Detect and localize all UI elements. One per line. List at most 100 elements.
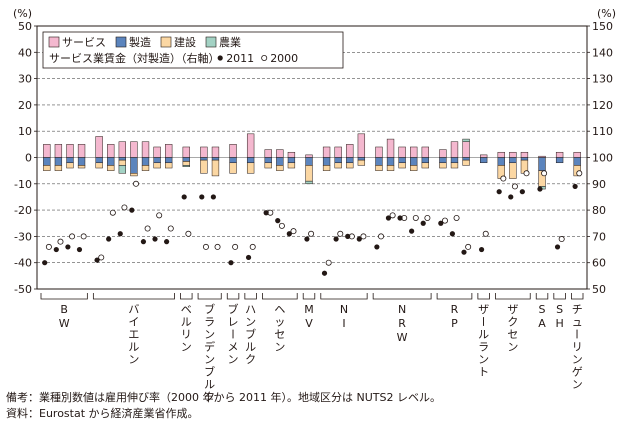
right-tick-label: 90 [592, 178, 606, 191]
legend-swatch [115, 36, 127, 48]
bar-建設 [386, 165, 395, 171]
bar-製造 [322, 157, 331, 166]
bar-建設 [375, 165, 383, 171]
bar-サービス [141, 141, 150, 158]
left-axis-unit: (%) [13, 7, 32, 20]
bar-建設 [421, 162, 429, 169]
marker-2000 [482, 230, 489, 237]
legend-label: 農業 [219, 35, 241, 49]
bar-サービス [130, 141, 138, 158]
group-label: ン [204, 353, 215, 366]
group-label: ザ [478, 303, 489, 316]
bar-建設 [346, 162, 354, 169]
marker-2000 [133, 180, 140, 187]
marker-2011 [140, 239, 147, 245]
marker-2000 [249, 243, 256, 250]
group-bracket [244, 293, 257, 300]
marker-2011 [94, 257, 100, 263]
bar-農業 [118, 165, 126, 174]
bar-製造 [509, 157, 517, 164]
legend-2011-marker [217, 55, 223, 61]
bar-製造 [246, 157, 255, 164]
marker-2011 [345, 233, 351, 239]
group-bracket [40, 293, 88, 300]
marker-2011 [478, 246, 485, 253]
left-tick-label: 50 [18, 20, 32, 33]
marker-2000 [337, 230, 344, 237]
bar-製造 [77, 157, 86, 166]
bar-農業 [462, 138, 470, 142]
marker-2000 [360, 233, 367, 240]
left-tick-label: -10 [14, 178, 32, 191]
marker-2011 [106, 236, 112, 242]
bar-建設 [287, 162, 296, 169]
marker-2011 [572, 183, 578, 190]
group-label: チ [572, 303, 583, 316]
right-tick-label: 80 [592, 204, 606, 217]
bar-建設 [450, 162, 459, 169]
bar-製造 [421, 157, 429, 164]
group-label: ク [204, 391, 215, 404]
bar-サービス [480, 154, 488, 158]
marker-2011 [409, 228, 415, 234]
group-label: ク [245, 353, 256, 366]
bar-サービス [410, 146, 418, 158]
legend-label: 建設 [174, 35, 196, 49]
bar-サービス [555, 151, 564, 158]
marker-2000 [109, 209, 116, 216]
group-label: ン [181, 341, 192, 354]
bar-建設 [509, 162, 517, 179]
marker-2011 [519, 189, 525, 195]
bar-建設 [66, 162, 74, 169]
bar-製造 [410, 157, 418, 166]
right-axis-unit: (%) [597, 7, 616, 20]
marker-2000 [98, 254, 105, 261]
group-label: ブ [204, 365, 215, 379]
group-label: ク [507, 316, 518, 329]
bar-サービス [118, 141, 126, 158]
marker-2011 [508, 194, 514, 200]
bar-サービス [357, 133, 366, 158]
bar-サービス [439, 149, 447, 158]
group-label: セ [274, 328, 285, 341]
bar-サービス [66, 144, 74, 158]
group-label: ル [181, 316, 192, 329]
marker-2011 [304, 236, 310, 242]
group-label: ン [572, 378, 583, 391]
marker-2000 [500, 175, 507, 182]
note-source: 資料：Eurostat から経済産業省作成。 [6, 407, 199, 420]
marker-2011 [65, 244, 71, 250]
group-label-RP: P [451, 317, 458, 330]
marker-2000 [441, 217, 448, 224]
marker-2011 [374, 244, 380, 250]
bar-建設 [439, 162, 447, 169]
bar-サービス [229, 144, 237, 158]
bar-製造 [462, 157, 470, 161]
group-label: ン [204, 328, 215, 341]
group-label: ル [204, 378, 215, 391]
bar-製造 [573, 157, 581, 166]
marker-2000 [121, 204, 128, 211]
bar-製造 [153, 157, 161, 164]
bar-製造 [357, 157, 366, 161]
left-tick-label: 10 [18, 125, 32, 138]
group-label: エ [128, 328, 139, 341]
marker-2011 [438, 220, 444, 226]
left-tick-label: 20 [18, 99, 32, 112]
bar-製造 [398, 157, 406, 164]
marker-2000 [290, 228, 297, 235]
bar-建設 [141, 165, 150, 171]
group-label: リ [181, 328, 192, 341]
right-tick-label: 110 [592, 125, 613, 138]
group-label: ヘ [274, 303, 285, 316]
marker-2011 [385, 215, 392, 221]
bar-製造 [439, 157, 447, 164]
bar-サービス [287, 151, 296, 158]
group-label: セ [507, 328, 518, 341]
marker-2011 [76, 246, 83, 253]
group-label: リ [572, 341, 583, 354]
bar-サービス [375, 146, 383, 158]
group-label: ン [228, 353, 239, 366]
